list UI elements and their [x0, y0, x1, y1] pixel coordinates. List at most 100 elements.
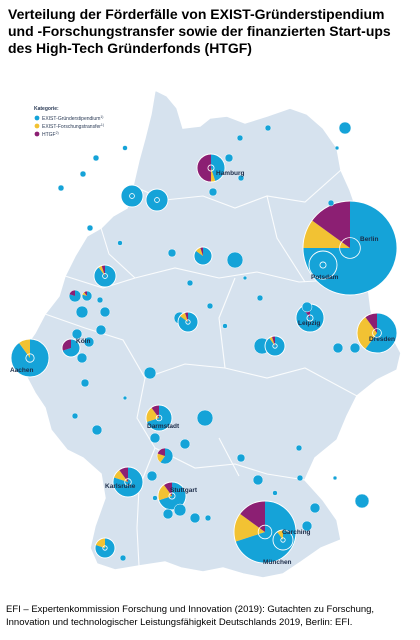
exist-gs-slice — [123, 396, 127, 400]
exist-gs-slice — [84, 337, 94, 347]
exist-ft-slice — [303, 220, 350, 248]
bubble-outline — [152, 495, 158, 501]
bubble-symbol — [149, 432, 161, 444]
exist-gs-slice — [297, 475, 303, 481]
bubble-symbol — [76, 352, 88, 364]
bubble-inner-ring — [124, 478, 132, 486]
bubble-symbol — [301, 520, 313, 532]
exist-gs-slice — [146, 405, 173, 431]
bubble-symbol — [145, 404, 173, 432]
bubble-inner-ring — [25, 353, 35, 363]
exist-gs-slice — [62, 339, 80, 357]
bubble-symbol — [10, 338, 50, 378]
bubble-symbol — [179, 438, 191, 450]
bubble-symbol — [272, 490, 278, 496]
bubble-outline — [237, 174, 245, 182]
map-container: Kategorie: EXIST-Gründerstipendium1) EXI… — [5, 78, 415, 588]
bubble-outline — [236, 134, 244, 142]
bubble-layer — [10, 121, 398, 564]
city-label-hamburg: Hamburg — [216, 170, 245, 177]
bubble-outline — [332, 475, 338, 481]
exist-gs-slice — [10, 339, 49, 377]
htgf-slice — [271, 336, 275, 346]
bubble-outline — [117, 240, 123, 246]
exist-gs-slice — [209, 188, 217, 196]
exist-gs-slice — [180, 439, 190, 449]
bubble-outline — [196, 153, 226, 183]
exist-gs-slice — [146, 189, 168, 211]
exist-gs-slice — [193, 247, 212, 265]
htgf-slice — [62, 339, 71, 351]
exist-gs-slice — [96, 325, 106, 335]
bubble-symbol — [349, 342, 361, 354]
exist-gs-slice — [272, 490, 278, 496]
bubble-outline — [167, 248, 177, 258]
exist-gs-slice — [152, 495, 158, 501]
bubble-outline — [349, 342, 361, 354]
bubble-outline — [93, 264, 117, 288]
bubble-inner-ring — [168, 492, 176, 500]
bubble-inner-ring — [154, 197, 160, 203]
bubble-outline — [149, 432, 161, 444]
bubble-outline — [122, 395, 128, 401]
htgf-slice — [197, 154, 211, 182]
exist-ft-slice — [277, 530, 283, 540]
bubble-outline — [146, 470, 158, 482]
bubble-symbol — [356, 312, 398, 354]
legend-item-exist-forschungstransfer: EXIST-Forschungstransfer1) — [34, 123, 104, 130]
bubble-symbol — [309, 502, 321, 514]
bubble-symbol — [327, 199, 335, 207]
bubble-outline — [208, 187, 218, 197]
bubble-outline — [76, 352, 88, 364]
exist-gs-slice — [257, 295, 263, 301]
source-footer: EFI – Expertenkommission Forschung und I… — [6, 604, 375, 628]
bubble-symbol — [57, 184, 65, 192]
bubble-outline — [61, 338, 81, 358]
bubble-symbol — [157, 481, 187, 511]
htgf-slice — [311, 201, 350, 248]
bubble-symbol — [167, 248, 177, 258]
bubble-symbol — [186, 279, 194, 287]
legend-title: Kategorie: — [34, 106, 59, 112]
bubble-outline — [173, 503, 187, 517]
bubble-outline — [222, 323, 228, 329]
city-label-darmstadt: Darmstadt — [147, 423, 180, 430]
exist-gs-slice — [77, 353, 87, 363]
exist-gs-slice — [163, 509, 173, 519]
htgf-slice — [163, 482, 172, 496]
bubble-symbol — [152, 495, 158, 501]
exist-gs-slice — [178, 312, 199, 332]
bubble-outline — [272, 490, 278, 496]
bubble-symbol — [296, 474, 304, 482]
bubble-symbol — [224, 153, 234, 163]
exist-ft-slice — [95, 538, 105, 548]
bubble-inner-ring — [102, 273, 108, 279]
bubble-symbol — [75, 305, 89, 319]
city-label-leipzig: Leipzig — [298, 320, 320, 327]
map-title: Verteilung der Förderfälle von EXIST-Grü… — [8, 6, 391, 56]
exist-gs-slice — [253, 475, 263, 485]
exist-gs-slice — [207, 303, 213, 309]
legend: Kategorie: EXIST-Gründerstipendium1) EXI… — [34, 106, 104, 138]
exist-gs-slice — [310, 503, 320, 513]
germany-outline — [20, 88, 402, 579]
exist-gs-slice — [58, 185, 64, 191]
bubble-symbol — [95, 324, 107, 336]
bubble-inner-ring — [207, 164, 215, 172]
legend-item-htgf: HTGF2) — [34, 131, 59, 138]
bubble-outline — [332, 342, 344, 354]
bubble-symbol — [264, 124, 272, 132]
city-label-koeln: Köln — [76, 338, 90, 345]
bubble-symbol — [196, 409, 214, 427]
exist-gs-slice — [309, 251, 337, 279]
exist-gs-slice — [243, 276, 247, 280]
exist-gs-slice — [190, 513, 200, 523]
exist-gs-slice — [335, 146, 339, 150]
bubble-symbol — [252, 474, 264, 486]
bubble-outline — [224, 153, 234, 163]
bubble-outline — [196, 409, 214, 427]
bubble-inner-ring — [339, 237, 361, 259]
exist-gs-slice — [69, 290, 82, 302]
bubble-symbol — [80, 378, 90, 388]
bubble-outline — [99, 306, 111, 318]
